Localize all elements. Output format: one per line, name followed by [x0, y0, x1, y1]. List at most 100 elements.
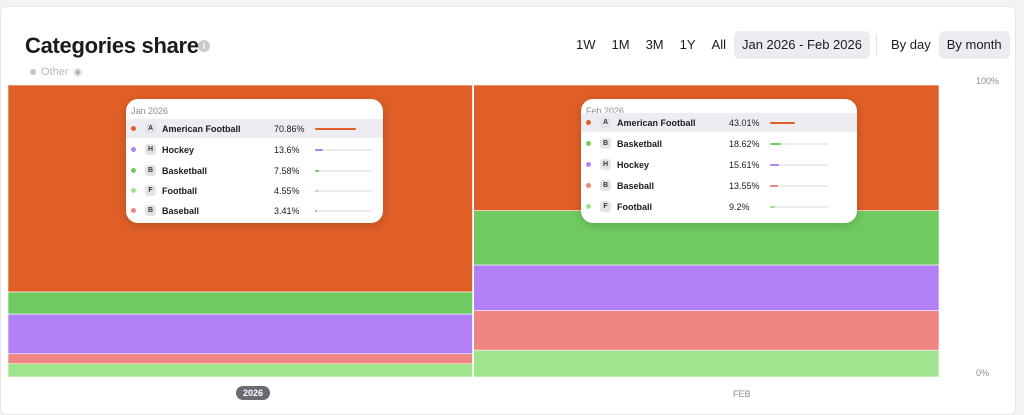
series-dot [131, 126, 136, 131]
bar-segment-basketball-1[interactable] [8, 291, 473, 315]
tooltip-row: A American Football 70.86% [126, 119, 383, 138]
share-bar-fill [770, 184, 778, 187]
tooltip-series-name: Basketball [162, 165, 208, 176]
share-bar [315, 169, 373, 172]
tooltip-value: 18.62% [729, 138, 760, 149]
tooltip-row: A American Football 43.01% [581, 113, 857, 132]
category-badge: F [145, 185, 156, 196]
info-icon[interactable]: i [198, 40, 210, 52]
tooltip-row: F Football 4.55% [126, 181, 383, 200]
category-badge: A [145, 123, 156, 134]
tooltip-value: 13.55% [729, 180, 760, 191]
legend-item-other[interactable]: Other ◉ [30, 66, 82, 78]
bar-segment-football-1[interactable] [8, 363, 473, 377]
category-badge: A [600, 117, 611, 128]
share-bar-fill [770, 205, 776, 208]
x-tick-2026: 2026 [236, 386, 271, 400]
tooltip-value: 43.01% [729, 117, 760, 128]
tooltip-value: 70.86% [274, 123, 305, 134]
share-bar [315, 148, 373, 151]
tooltip-series-name: Football [617, 201, 652, 212]
range-button-1y[interactable]: 1Y [679, 37, 696, 52]
share-bar-fill [770, 121, 795, 124]
series-dot [131, 208, 136, 213]
share-bar [315, 209, 373, 212]
tooltip-series-name: Baseball [162, 205, 200, 216]
legend-dot [30, 69, 36, 75]
bar-segment-football-2[interactable] [473, 349, 940, 377]
series-dot [131, 147, 136, 152]
tooltip-series-name: Hockey [162, 144, 195, 155]
series-dot [586, 204, 591, 209]
tooltip-value: 3.41% [274, 205, 300, 216]
tooltip-value: 13.6% [274, 144, 300, 155]
range-button-1w[interactable]: 1W [576, 37, 596, 52]
category-badge: H [145, 144, 156, 155]
tooltip-series-name: Baseball [617, 180, 655, 191]
date-range-picker[interactable]: Jan 2026 - Feb 2026 [733, 31, 870, 59]
tooltip-value: 7.58% [274, 165, 300, 176]
range-button-all[interactable]: All [711, 37, 726, 52]
tooltip-value: 9.2% [729, 201, 750, 212]
category-badge: B [145, 165, 156, 176]
share-bar [770, 205, 828, 208]
granularity-button-month[interactable]: By month [938, 31, 1010, 59]
share-bar-fill [770, 142, 781, 145]
tooltip-feb: Feb 2026 A American Football 43.01% B Basket… [581, 99, 857, 223]
tooltip-row: B Basketball 18.62% [581, 134, 857, 153]
tooltip-row: H Hockey 13.6% [126, 140, 383, 159]
tooltip-series-name: Hockey [617, 159, 650, 170]
x-tick-feb: FEB [733, 389, 751, 399]
legend-item-label: Other [41, 66, 69, 78]
chart-card: Categories share i Other ◉ 1W 1M 3M 1Y A… [0, 6, 1016, 415]
bar-segment-hockey-2[interactable] [473, 264, 940, 311]
y-axis-max-label: 100% [976, 76, 1000, 86]
divider [875, 34, 877, 56]
share-bar [770, 163, 828, 166]
share-bar-fill [315, 127, 357, 130]
share-bar-fill [315, 148, 323, 151]
tooltip-value: 15.61% [729, 159, 760, 170]
category-badge: B [145, 205, 156, 216]
share-bar [770, 121, 828, 124]
tooltip-month: Jan 2026 [131, 106, 169, 116]
category-badge: B [600, 138, 611, 149]
tooltip-month: Feb 2026 [586, 106, 625, 116]
tooltip-series-name: American Football [162, 123, 241, 134]
series-dot [131, 188, 136, 193]
series-dot [586, 183, 591, 188]
eye-icon[interactable]: ◉ [73, 66, 83, 78]
tooltip-row: F Football 9.2% [581, 197, 857, 216]
share-bar-fill [315, 189, 318, 192]
bar-segment-baseball-2[interactable] [473, 310, 940, 351]
series-dot [131, 168, 136, 173]
bar-segment-hockey-1[interactable] [8, 313, 473, 355]
category-badge: H [600, 159, 611, 170]
share-bar [315, 189, 373, 192]
share-bar-fill [315, 209, 317, 212]
page-title: Categories share [25, 33, 199, 58]
share-bar-fill [770, 163, 780, 166]
tooltip-row: H Hockey 15.61% [581, 155, 857, 174]
category-badge: B [600, 180, 611, 191]
range-button-1m[interactable]: 1M [611, 37, 630, 52]
tooltip-row: B Baseball 3.41% [126, 201, 383, 220]
share-bar [770, 184, 828, 187]
share-bar [315, 127, 373, 130]
bar-segment-baseball-1[interactable] [8, 353, 473, 365]
tooltip-series-name: Football [162, 185, 197, 196]
range-controls: 1W 1M 3M 1Y All Jan 2026 - Feb 2026 By d… [568, 31, 1010, 59]
tooltip-value: 4.55% [274, 185, 300, 196]
range-button-3m[interactable]: 3M [645, 37, 664, 52]
category-badge: F [600, 201, 611, 212]
tooltip-row: B Basketball 7.58% [126, 161, 383, 180]
share-bar [770, 142, 828, 145]
stacked-share-chart[interactable] [8, 85, 939, 377]
share-bar-fill [315, 169, 320, 172]
series-dot [586, 120, 591, 125]
tooltip-series-name: American Football [617, 117, 696, 128]
tooltip-series-name: Basketball [617, 138, 663, 149]
series-dot [586, 162, 591, 167]
granularity-button-day[interactable]: By day [890, 37, 931, 52]
tooltip-row: B Baseball 13.55% [581, 176, 857, 195]
